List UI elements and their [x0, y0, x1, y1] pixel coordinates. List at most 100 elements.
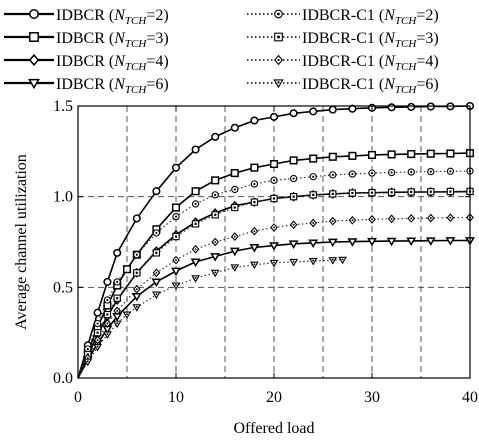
marker-dot: [155, 251, 158, 254]
marker-dot: [390, 171, 393, 174]
data-point: [288, 240, 299, 249]
data-point: [387, 103, 396, 112]
data-point: [425, 237, 436, 246]
marker-dot: [135, 305, 138, 308]
tick-labels: 0 10 20 30 40 0.0 0.5 1.0 1.5: [53, 98, 478, 406]
series-markers-group: [82, 237, 475, 365]
legend-label: IDBCR (NTCH=6): [56, 76, 169, 96]
marker-dot: [390, 217, 393, 220]
marker-dot: [155, 271, 158, 274]
marker-dot: [371, 218, 373, 221]
marker-dot: [341, 258, 344, 261]
marker-dot: [351, 219, 354, 222]
marker-dot: [292, 195, 295, 198]
marker-dot: [449, 216, 452, 219]
marker-dot: [135, 271, 138, 274]
marker-dot: [96, 322, 99, 325]
series-markers-group: [84, 187, 474, 359]
marker-dot: [351, 191, 354, 195]
data-point: [269, 112, 279, 121]
data-point: [426, 149, 435, 158]
data-point: [367, 150, 377, 160]
marker-dot: [174, 235, 178, 238]
data-point: [210, 269, 220, 278]
data-point: [348, 151, 357, 160]
legend-label: IDBCR-C1 (NTCH=2): [302, 7, 439, 27]
data-point: [93, 308, 102, 317]
marker-dot: [175, 259, 177, 262]
data-point: [387, 150, 396, 159]
data-point: [122, 311, 132, 320]
marker-dot: [106, 322, 109, 325]
marker-dot: [410, 170, 413, 174]
marker-dot: [116, 309, 119, 312]
data-point: [191, 187, 200, 196]
marker-dot: [126, 313, 128, 315]
marker-dot: [174, 215, 178, 218]
marker-dot: [277, 12, 280, 16]
data-point: [328, 152, 337, 161]
data-point: [210, 253, 221, 262]
marker-dot: [272, 179, 276, 182]
data-point: [103, 277, 112, 286]
data-point: [230, 123, 239, 132]
series-markers-group: [83, 213, 474, 363]
data-point: [407, 102, 416, 111]
data-point: [269, 242, 279, 251]
data-point: [152, 187, 161, 196]
series-markers-group: [84, 167, 474, 353]
data-point: [103, 331, 112, 339]
marker-dot: [273, 226, 275, 229]
data-point: [229, 247, 240, 257]
legend-label: IDBCR-C1 (NTCH=4): [302, 53, 439, 73]
data-point: [93, 344, 102, 352]
data-point: [28, 54, 40, 66]
series-markers-group: [83, 186, 475, 362]
data-point: [445, 237, 456, 246]
marker-dot: [214, 241, 217, 243]
marker-dot: [277, 81, 280, 84]
data-point: [230, 264, 240, 272]
legend: IDBCR (NTCH=2) IDBCR (NTCH=3) IDBCR (NTCH=…: [4, 7, 439, 96]
marker-dot: [116, 297, 119, 300]
data-point: [250, 116, 259, 125]
marker-dot: [331, 173, 334, 176]
data-point: [29, 32, 39, 42]
y-axis-label: Average channel utilization: [13, 154, 30, 330]
marker-dot: [106, 333, 109, 335]
marker-dot: [312, 222, 315, 224]
marker-dot: [449, 170, 452, 173]
marker-dot: [194, 222, 197, 225]
marker-dot: [272, 197, 276, 200]
marker-dot: [214, 193, 217, 196]
marker-dot: [106, 298, 109, 302]
legend-label: IDBCR-C1 (NTCH=6): [302, 76, 439, 96]
marker-dot: [253, 201, 256, 204]
data-point: [367, 237, 377, 247]
data-point: [289, 156, 298, 165]
data-point: [171, 267, 181, 277]
data-point: [308, 239, 319, 249]
marker-dot: [175, 284, 177, 286]
marker-dot: [86, 357, 89, 359]
y-tick-label: 0.0: [53, 370, 73, 387]
marker-dot: [106, 313, 109, 316]
y-tick-label: 1.5: [53, 98, 73, 115]
data-point: [249, 244, 260, 253]
marker-dot: [233, 188, 236, 191]
data-point: [327, 238, 338, 248]
data-point: [347, 238, 358, 247]
data-point: [289, 258, 298, 267]
marker-dot: [214, 271, 217, 274]
x-tick-label: 0: [74, 389, 82, 406]
marker-dot: [429, 170, 432, 173]
marker-dot: [312, 175, 315, 178]
data-point: [191, 145, 200, 154]
marker-dot: [116, 280, 119, 283]
data-point: [406, 237, 417, 247]
marker-dot: [233, 235, 236, 238]
marker-dot: [194, 276, 197, 279]
marker-dot: [370, 191, 374, 194]
marker-dot: [312, 259, 315, 262]
